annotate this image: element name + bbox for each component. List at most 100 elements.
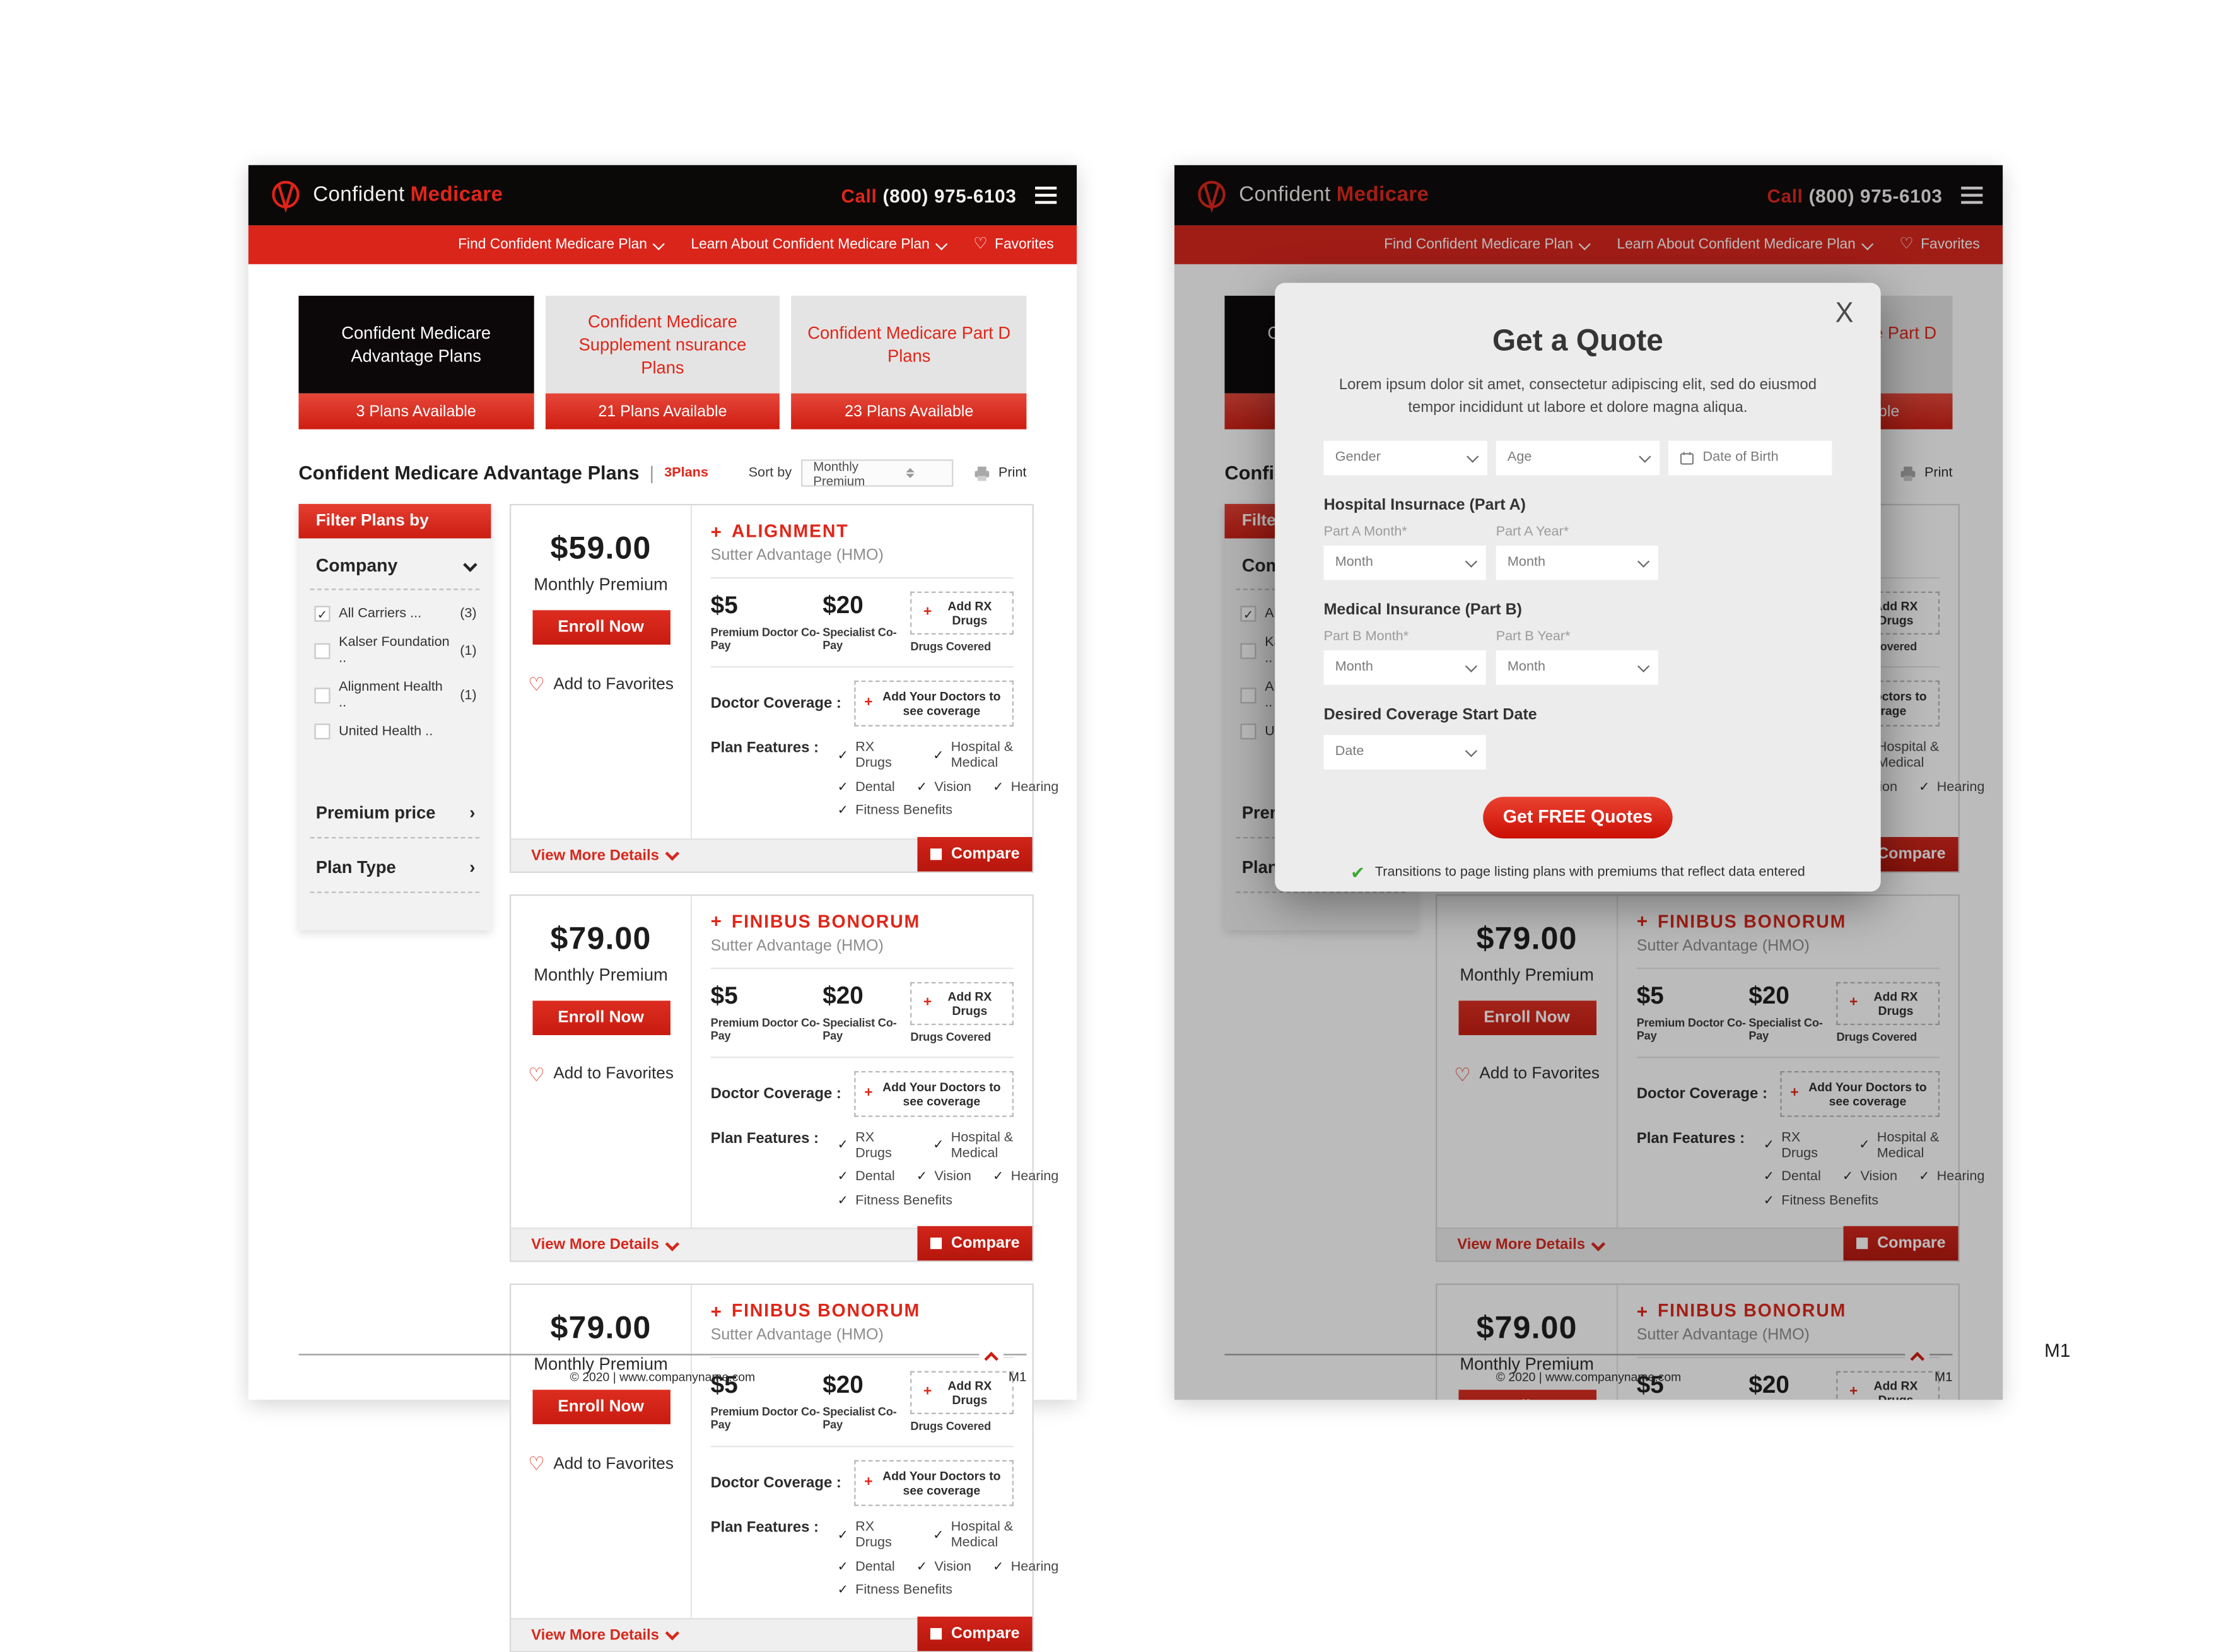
plan-subtitle: Sutter Advantage (HMO) [710, 1327, 884, 1344]
tab-part-d-plans[interactable]: Confident Medicare Part D Plans 23 Plans… [791, 295, 1027, 430]
nav-favorites[interactable]: ♡ Favorites [1899, 235, 1980, 253]
close-icon[interactable]: X [1835, 298, 1854, 330]
gender-select[interactable]: Gender [1323, 440, 1488, 475]
plan-price: $59.00 [550, 529, 652, 566]
copay-value: $5 [710, 591, 738, 619]
plan-features-label: Plan Features : [1636, 1129, 1745, 1147]
brand-second: Medicare [1336, 184, 1429, 207]
enroll-now-button[interactable]: Enroll Now [532, 1000, 670, 1034]
plus-icon: + [923, 994, 932, 1011]
plus-icon: + [710, 1300, 722, 1322]
filter-option-kalser[interactable]: Kalser Foundation .. (1) [314, 635, 477, 666]
add-to-favorites[interactable]: ♡ Add to Favorites [528, 1063, 674, 1085]
nav-find-plan[interactable]: Find Confident Medicare Plan [458, 237, 664, 253]
check-icon [993, 1169, 1004, 1185]
checkbox[interactable] [314, 723, 331, 740]
coverage-date-select[interactable]: Date [1323, 734, 1486, 769]
plan-features-label: Plan Features : [710, 1129, 819, 1147]
add-rx-drugs-button[interactable]: + Add RX Drugs [1836, 1371, 1940, 1400]
add-doctors-button[interactable]: + Add Your Doctors to see coverage [854, 680, 1014, 727]
add-rx-drugs-button[interactable]: + Add RX Drugs [910, 1371, 1014, 1414]
checkbox[interactable] [314, 642, 331, 659]
filter-section-plan-type[interactable]: Plan Type › [315, 857, 476, 877]
part-a-month-select[interactable]: Month [1323, 544, 1486, 580]
enroll-now-button[interactable]: Enroll Now [1458, 1390, 1596, 1400]
premium-label: Monthly Premium [534, 964, 668, 985]
filter-section-premium-price[interactable]: Premium price › [315, 802, 476, 823]
brand-name: Confident Medicare [313, 184, 503, 206]
plus-icon: + [864, 1084, 873, 1101]
add-doctors-button[interactable]: + Add Your Doctors to see coverage [1780, 1070, 1940, 1116]
sort-by-label: Sort by [748, 465, 792, 481]
call-phone[interactable]: Call (800) 975-6103 [1767, 184, 1943, 206]
plans-available-badge: 3 Plans Available [298, 393, 534, 430]
hamburger-menu-icon[interactable] [1961, 183, 1983, 207]
add-doctors-button[interactable]: + Add Your Doctors to see coverage [854, 1070, 1014, 1116]
part-a-year-select[interactable]: Month [1496, 544, 1658, 580]
doctor-coverage-label: Doctor Coverage : [710, 694, 841, 712]
tab-supplement-plans[interactable]: Confident Medicare Supplement nsurance P… [545, 295, 780, 430]
check-icon [838, 802, 848, 818]
filter-section-company[interactable]: Company [298, 539, 491, 589]
print-button[interactable]: Print [974, 464, 1026, 481]
age-select[interactable]: Age [1496, 440, 1660, 475]
plus-icon: + [1849, 1384, 1858, 1400]
filter-option-all-carriers[interactable]: ✓ All Carriers ... (3) [314, 606, 477, 622]
nav-learn-about[interactable]: Learn About Confident Medicare Plan [1617, 237, 1873, 253]
chevron-right-icon: › [469, 802, 476, 823]
get-free-quotes-button[interactable]: Get FREE Quotes [1483, 796, 1673, 838]
checkbox[interactable]: ✓ [314, 606, 331, 622]
part-b-year-label: Part B Year* [1496, 628, 1571, 644]
add-to-favorites[interactable]: ♡ Add to Favorites [528, 673, 674, 695]
add-rx-drugs-button[interactable]: + Add RX Drugs [910, 981, 1014, 1024]
add-rx-drugs-button[interactable]: + Add RX Drugs [1836, 981, 1940, 1024]
brand-first: Confident [1239, 184, 1331, 207]
quote-modal: X Get a Quote Lorem ipsum dolor sit amet… [1275, 283, 1881, 892]
checkbox[interactable] [1240, 723, 1256, 740]
checkbox[interactable] [1240, 642, 1256, 659]
part-b-year-select[interactable]: Month [1496, 650, 1658, 684]
nav-find-plan[interactable]: Find Confident Medicare Plan [1384, 237, 1590, 253]
enroll-now-button[interactable]: Enroll Now [532, 610, 670, 645]
tab-advantage-plans[interactable]: Confident Medicare Advantage Plans 3 Pla… [298, 295, 534, 430]
compare-button[interactable]: Compare [917, 836, 1033, 871]
compare-button[interactable]: Compare [917, 1615, 1033, 1651]
filter-option-united[interactable]: United Health .. [314, 723, 476, 740]
compare-button[interactable]: Compare [917, 1226, 1033, 1261]
scroll-to-top-button[interactable] [1905, 1345, 1930, 1371]
scroll-to-top-button[interactable] [979, 1345, 1004, 1371]
plan-price: $79.00 [1476, 1309, 1578, 1345]
sort-select[interactable]: Monthly Premium [802, 459, 954, 488]
nav-favorites[interactable]: ♡ Favorites [973, 235, 1054, 253]
checkbox[interactable] [1240, 687, 1256, 703]
print-button[interactable]: Print [1900, 464, 1952, 481]
date-of-birth-input[interactable]: Date of Birth [1668, 440, 1832, 475]
premium-label: Monthly Premium [1460, 1354, 1594, 1374]
check-icon [838, 1582, 848, 1598]
add-to-favorites[interactable]: ♡ Add to Favorites [1454, 1063, 1600, 1085]
check-icon [838, 1169, 848, 1185]
compare-button[interactable]: Compare [1843, 1226, 1959, 1261]
enroll-now-button[interactable]: Enroll Now [1458, 1000, 1596, 1034]
nav-learn-about[interactable]: Learn About Confident Medicare Plan [691, 237, 947, 253]
view-more-details[interactable]: View More Details [1457, 1236, 1605, 1253]
call-phone[interactable]: Call (800) 975-6103 [841, 184, 1017, 206]
add-rx-drugs-button[interactable]: + Add RX Drugs [910, 591, 1014, 635]
view-more-details[interactable]: View More Details [531, 847, 679, 864]
hamburger-menu-icon[interactable] [1035, 183, 1057, 207]
chevron-down-icon [463, 557, 477, 571]
plan-type-tabs: Confident Medicare Advantage Plans 3 Pla… [298, 295, 1027, 430]
filter-option-alignment[interactable]: Alignment Health .. (1) [314, 679, 477, 711]
checkbox[interactable]: ✓ [1240, 606, 1256, 622]
view-more-details[interactable]: View More Details [531, 1626, 679, 1643]
add-to-favorites[interactable]: ♡ Add to Favorites [528, 1453, 674, 1475]
view-more-details[interactable]: View More Details [531, 1236, 679, 1253]
checkbox[interactable] [314, 687, 331, 703]
add-doctors-button[interactable]: + Add Your Doctors to see coverage [854, 1460, 1014, 1506]
enroll-now-button[interactable]: Enroll Now [532, 1390, 670, 1424]
chevron-up-icon [984, 1352, 998, 1366]
check-icon [933, 1527, 944, 1543]
coverage-start-heading: Desired Coverage Start Date [1323, 705, 1537, 723]
part-b-month-select[interactable]: Month [1323, 650, 1486, 684]
check-icon [993, 1559, 1004, 1574]
